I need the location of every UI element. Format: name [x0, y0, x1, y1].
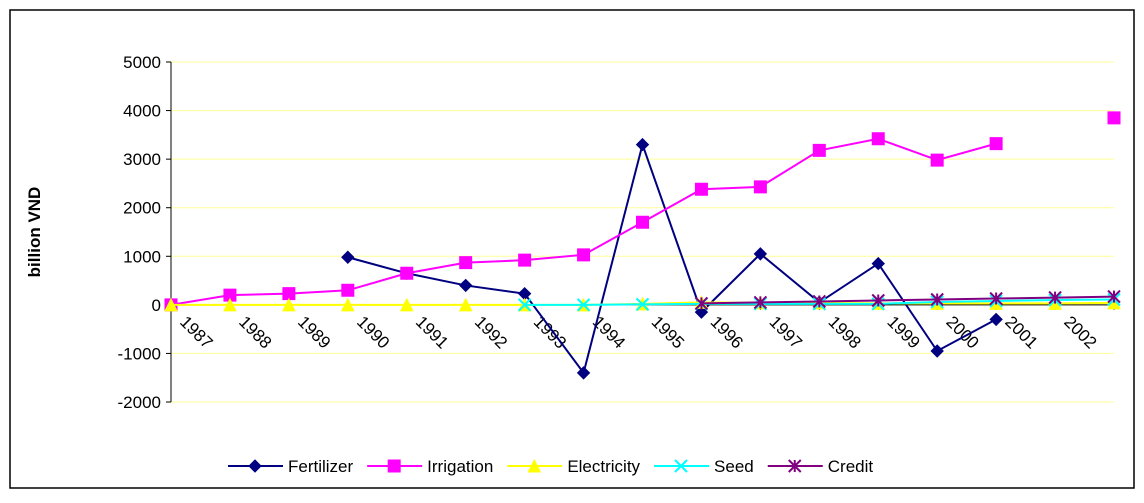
- legend-label: Fertilizer: [288, 457, 354, 476]
- legend-marker: [788, 459, 802, 473]
- data-point: [577, 248, 591, 262]
- data-point: [164, 297, 178, 312]
- data-point: [871, 256, 885, 271]
- data-point: [635, 297, 650, 312]
- data-point: [930, 344, 944, 358]
- data-point: [871, 132, 885, 146]
- y-tick-label: 3000: [123, 150, 161, 169]
- data-point: [458, 297, 473, 312]
- legend-label: Credit: [828, 457, 874, 476]
- data-point: [341, 297, 355, 312]
- data-point: [812, 294, 827, 309]
- data-point: [1048, 290, 1062, 305]
- data-point: [989, 291, 1003, 306]
- y-tick-label: 0: [152, 296, 161, 315]
- data-point: [399, 297, 414, 312]
- legend-label: Seed: [714, 457, 754, 476]
- y-axis-label: billion VND: [25, 187, 44, 278]
- y-tick-label: -1000: [118, 344, 161, 363]
- legend-marker: [248, 459, 262, 473]
- data-point: [341, 283, 355, 297]
- data-point: [518, 253, 532, 267]
- y-tick-label: 2000: [123, 199, 161, 218]
- data-point: [1107, 111, 1121, 125]
- data-point: [576, 298, 591, 312]
- data-point: [871, 293, 885, 308]
- chart-border: [9, 9, 1135, 489]
- data-point: [753, 180, 767, 194]
- data-point: [517, 298, 532, 312]
- data-point: [635, 137, 650, 152]
- data-point: [694, 296, 709, 311]
- legend-marker: [387, 459, 401, 473]
- data-point: [989, 137, 1003, 151]
- legend-label: Irrigation: [427, 457, 493, 476]
- data-point: [989, 312, 1003, 327]
- legend-label: Electricity: [567, 457, 640, 476]
- data-point: [1107, 289, 1121, 304]
- y-tick-label: 4000: [123, 102, 161, 121]
- data-point: [576, 366, 591, 380]
- data-point: [930, 153, 944, 167]
- data-point: [459, 256, 473, 270]
- legend-marker: [674, 459, 688, 473]
- data-point: [458, 278, 473, 293]
- data-point: [636, 215, 649, 229]
- data-point: [400, 266, 414, 280]
- series-line: [701, 295, 1115, 305]
- y-tick-label: 1000: [123, 247, 161, 266]
- data-point: [282, 297, 296, 312]
- y-tick-label: -2000: [118, 393, 161, 412]
- data-point: [341, 250, 355, 264]
- data-point: [694, 182, 708, 196]
- data-point: [812, 143, 826, 157]
- data-point: [282, 287, 296, 301]
- data-point: [223, 297, 237, 312]
- legend-marker: [527, 458, 542, 473]
- data-point: [753, 247, 768, 261]
- data-point: [753, 295, 768, 310]
- data-point: [223, 288, 237, 302]
- data-point: [694, 305, 709, 319]
- series-line: [347, 141, 997, 376]
- y-tick-label: 5000: [123, 53, 161, 72]
- data-point: [930, 292, 944, 307]
